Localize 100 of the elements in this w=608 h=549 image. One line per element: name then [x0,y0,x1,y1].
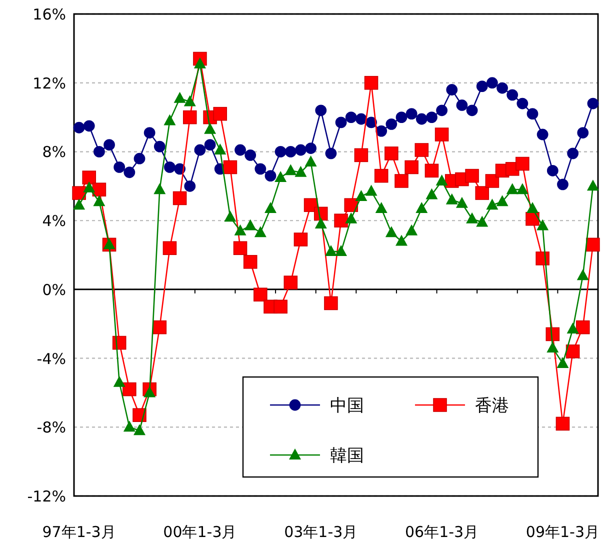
point [73,122,85,134]
y-tick-label: 0% [42,280,66,299]
point [485,174,500,188]
y-tick-label: 16% [32,6,66,24]
point [93,146,105,158]
point [82,170,96,184]
point [486,77,498,89]
point [566,344,580,358]
point [406,108,418,120]
point [556,356,569,368]
point [536,219,549,230]
x-tick-label: 09年1-3月 [526,523,600,541]
point [424,164,439,178]
point [83,181,96,192]
y-tick-label: -4% [36,350,66,368]
point [264,170,276,182]
point [73,198,86,210]
point [576,269,589,280]
point [124,166,136,178]
point [122,382,136,396]
point [204,139,216,151]
point [305,142,317,154]
point [576,320,590,334]
point [375,202,388,214]
point [174,92,186,103]
point [254,163,266,175]
point [274,300,288,314]
point [516,156,530,171]
point [465,168,479,183]
point [556,416,570,431]
point [104,139,115,151]
point [204,122,216,134]
point [315,104,327,116]
point [406,224,418,236]
point [334,214,348,228]
point [294,166,307,177]
point [164,162,176,173]
point [496,195,508,206]
point [364,76,378,90]
point [577,127,589,138]
point [233,241,248,256]
y-tick-label: 8% [42,143,66,162]
point [456,100,468,111]
y-tick-label: 12% [32,74,66,92]
point [214,143,226,154]
point [354,148,368,162]
point [234,144,246,156]
point [182,110,197,124]
point [134,424,146,436]
point [374,168,388,183]
x-tick-label: 00年1-3月 [163,523,237,541]
point [224,210,236,222]
point [184,180,196,192]
point [426,112,438,123]
point [144,386,156,398]
point [234,224,246,236]
point [385,226,398,238]
x-tick-label: 97年1-3月 [42,523,116,541]
point [394,174,408,188]
point [384,146,398,160]
point [83,120,95,132]
point [164,114,176,126]
point [536,128,548,140]
point [72,186,86,200]
point [154,140,166,152]
point [355,190,368,201]
point [325,148,337,160]
point [213,106,228,121]
point [586,238,600,252]
point [516,183,528,194]
x-tick-label: 06年1-3月 [405,523,479,541]
point [223,160,238,174]
point [426,188,438,200]
point [113,376,126,387]
point [566,322,579,334]
legend-label: 香港 [475,396,509,416]
point [335,116,347,128]
point [92,182,106,196]
point [416,113,428,125]
point [456,196,468,208]
point [404,160,418,174]
point [184,95,196,106]
point [506,183,518,194]
point [194,144,206,156]
point [134,152,146,164]
point [284,276,298,290]
point [466,212,478,224]
point [304,156,317,167]
point [436,104,448,116]
point [526,108,538,120]
point [486,198,498,210]
point [355,113,367,125]
point [365,184,378,196]
point [466,104,478,116]
point [345,112,357,123]
point [324,296,338,310]
point [586,180,599,191]
point [172,191,187,206]
point [567,148,579,160]
point [416,202,428,214]
